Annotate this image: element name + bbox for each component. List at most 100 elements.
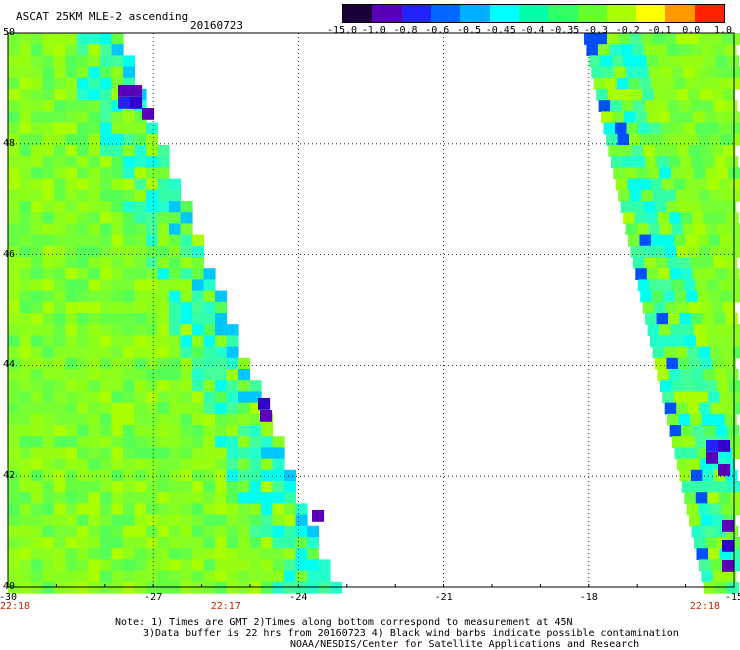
heatmap-cell bbox=[203, 525, 216, 538]
heatmap-cell bbox=[733, 559, 740, 572]
heatmap-cell bbox=[118, 85, 131, 97]
heatmap-cell bbox=[19, 402, 32, 415]
heatmap-cell bbox=[238, 391, 251, 404]
colorbar-swatch bbox=[694, 5, 725, 22]
heatmap-cell bbox=[31, 167, 44, 180]
heatmap-cell bbox=[637, 223, 650, 236]
heatmap-cell bbox=[249, 514, 262, 527]
heatmap-cell bbox=[215, 436, 228, 448]
heatmap-cell bbox=[19, 380, 32, 392]
heatmap-cell bbox=[88, 212, 101, 224]
heatmap-cell bbox=[615, 178, 628, 191]
heatmap-cell bbox=[724, 44, 737, 56]
heatmap-cell bbox=[146, 458, 159, 471]
heatmap-cell bbox=[249, 525, 262, 538]
heatmap-cell bbox=[134, 234, 147, 247]
heatmap-cell bbox=[692, 268, 705, 280]
heatmap-cell bbox=[42, 156, 55, 168]
heatmap-cell bbox=[687, 245, 700, 258]
heatmap-cell bbox=[689, 201, 702, 213]
heatmap-cell bbox=[100, 369, 113, 381]
heatmap-cell bbox=[77, 570, 90, 583]
heatmap-cell bbox=[632, 201, 645, 213]
heatmap-cell bbox=[146, 402, 159, 415]
heatmap-cell bbox=[111, 570, 124, 583]
heatmap-cell bbox=[19, 346, 32, 359]
heatmap-cell bbox=[54, 458, 67, 471]
heatmap-cell bbox=[42, 391, 55, 404]
heatmap-cell bbox=[238, 413, 251, 426]
note-line-1: Note: 1) Times are GMT 2)Times along bot… bbox=[115, 617, 573, 628]
heatmap-cell bbox=[180, 413, 193, 426]
heatmap-cell bbox=[77, 503, 90, 516]
heatmap-cell bbox=[42, 133, 55, 146]
heatmap-cell bbox=[8, 447, 21, 460]
heatmap-cell bbox=[100, 402, 113, 415]
heatmap-cell bbox=[123, 301, 136, 314]
heatmap-cell bbox=[192, 425, 205, 437]
heatmap-cell bbox=[670, 111, 683, 124]
heatmap-cell bbox=[8, 525, 21, 538]
heatmap-cell bbox=[19, 537, 32, 549]
heatmap-cell bbox=[118, 97, 131, 109]
heatmap-cell bbox=[19, 178, 32, 191]
heatmap-cell bbox=[192, 357, 205, 370]
heatmap-cell bbox=[238, 525, 251, 538]
heatmap-cell bbox=[65, 492, 78, 504]
heatmap-cell bbox=[180, 436, 193, 448]
heatmap-cell bbox=[693, 481, 706, 493]
heatmap-cell bbox=[123, 559, 136, 572]
heatmap-cell bbox=[8, 145, 21, 157]
heatmap-cell bbox=[682, 380, 695, 392]
heatmap-cell bbox=[261, 469, 274, 482]
heatmap-cell bbox=[619, 145, 632, 157]
heatmap-cell bbox=[610, 100, 623, 112]
heatmap-cell bbox=[100, 89, 113, 101]
heatmap-cell bbox=[192, 391, 205, 404]
heatmap-cell bbox=[146, 537, 159, 549]
heatmap-cell bbox=[157, 268, 170, 280]
heatmap-cell bbox=[65, 100, 78, 112]
heatmap-cell bbox=[659, 167, 672, 180]
heatmap-cell bbox=[100, 44, 113, 56]
heatmap-cell bbox=[65, 335, 78, 348]
heatmap-cell bbox=[54, 156, 67, 168]
heatmap-cell bbox=[123, 447, 136, 460]
heatmap-cell bbox=[157, 570, 170, 583]
heatmap-cell bbox=[635, 268, 648, 280]
heatmap-cell bbox=[8, 122, 21, 135]
heatmap-cell bbox=[54, 425, 67, 437]
heatmap-cell bbox=[146, 201, 159, 213]
heatmap-cell bbox=[31, 234, 44, 247]
heatmap-cell bbox=[721, 346, 734, 359]
heatmap-cell bbox=[65, 234, 78, 247]
heatmap-cell bbox=[8, 391, 21, 404]
heatmap-cell bbox=[65, 66, 78, 79]
x-tick-label: -24 bbox=[289, 592, 308, 603]
heatmap-cell bbox=[203, 413, 216, 426]
heatmap-cell bbox=[192, 447, 205, 460]
heatmap-cell bbox=[100, 145, 113, 157]
heatmap-cell bbox=[705, 380, 718, 392]
heatmap-cell bbox=[19, 145, 32, 157]
heatmap-cell bbox=[729, 279, 740, 292]
heatmap-cell bbox=[111, 391, 124, 404]
heatmap-cell bbox=[111, 290, 124, 303]
heatmap-cell bbox=[146, 257, 159, 269]
heatmap-cell bbox=[42, 492, 55, 504]
heatmap-cell bbox=[697, 77, 710, 90]
heatmap-cell bbox=[169, 581, 182, 594]
heatmap-cell bbox=[169, 402, 182, 415]
heatmap-cell bbox=[180, 245, 193, 258]
heatmap-cell bbox=[715, 268, 728, 280]
heatmap-cell bbox=[649, 122, 662, 135]
heatmap-cell bbox=[19, 548, 32, 560]
heatmap-cell bbox=[77, 201, 90, 213]
heatmap-cell bbox=[100, 413, 113, 426]
heatmap-cell bbox=[88, 570, 101, 583]
heatmap-cell bbox=[708, 234, 721, 247]
colorbar-swatch bbox=[518, 5, 549, 22]
heatmap-cell bbox=[31, 514, 44, 527]
heatmap-cell bbox=[146, 357, 159, 370]
heatmap-cell bbox=[203, 346, 216, 359]
